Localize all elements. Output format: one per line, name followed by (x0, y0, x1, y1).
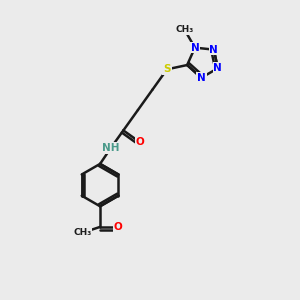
Text: O: O (113, 222, 122, 232)
Text: O: O (136, 137, 145, 147)
Text: N: N (213, 63, 222, 73)
Text: NH: NH (102, 143, 120, 153)
Text: CH₃: CH₃ (73, 228, 92, 237)
Text: N: N (209, 45, 218, 55)
Text: CH₃: CH₃ (176, 25, 194, 34)
Text: S: S (163, 64, 171, 74)
Text: N: N (190, 43, 199, 52)
Text: N: N (197, 73, 206, 83)
